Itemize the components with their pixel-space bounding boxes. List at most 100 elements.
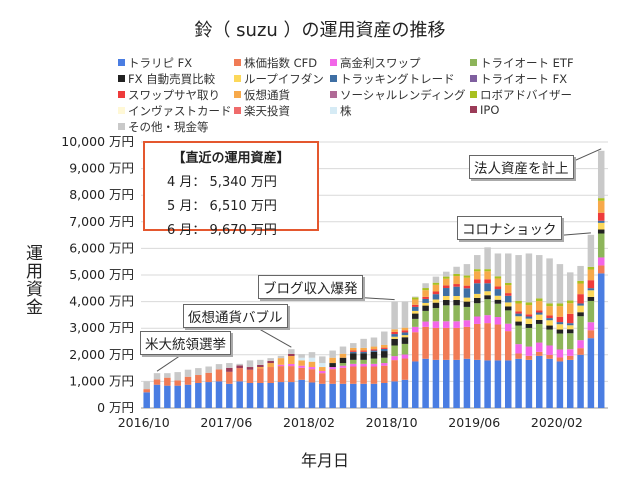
bar-segment [525, 346, 533, 356]
bar-segment [143, 389, 150, 393]
bar-segment [370, 358, 378, 364]
bar-segment [463, 297, 471, 302]
bar-segment [298, 360, 305, 366]
bar-segment [535, 298, 543, 302]
bar-segment [381, 344, 388, 348]
legend-label: スワップサヤ取り [128, 88, 220, 102]
bar-segment [463, 264, 471, 276]
bar-segment [494, 299, 502, 304]
bar-segment [381, 331, 388, 345]
legend-item: ループイフダン [234, 71, 324, 87]
bar-segment [515, 311, 522, 314]
bar-segment [422, 305, 429, 311]
bar-segment [556, 322, 564, 325]
bar-segment [474, 271, 481, 280]
callout-crypto-bubble: 仮想通貨バブル [183, 304, 288, 328]
bar-segment [319, 363, 326, 368]
bar-segment [494, 360, 502, 408]
bar-segment [453, 266, 460, 274]
legend-swatch [470, 106, 477, 113]
legend-swatch [234, 91, 241, 98]
bar-segment [246, 369, 254, 383]
bar-segment [525, 355, 533, 360]
callout-corona-shock: コロナショック [457, 216, 562, 240]
bar-segment [505, 253, 512, 283]
bar-segment [391, 331, 398, 335]
bar-segment [443, 276, 450, 279]
bar-segment [494, 324, 502, 361]
bar-segment [546, 303, 553, 307]
bar-segment [474, 323, 481, 360]
legend-item: トラッキングトレード [330, 71, 455, 87]
bar-segment [535, 319, 543, 324]
bar-segment [587, 234, 595, 267]
legend-swatch [118, 123, 125, 130]
bar-segment [597, 198, 605, 201]
bar-segment [546, 258, 553, 304]
bar-segment [339, 383, 347, 408]
bar-segment [360, 347, 367, 351]
y-tick-label: 6,000 万円 [69, 240, 134, 255]
bar-segment [308, 357, 316, 362]
bar-segment [566, 313, 574, 324]
bar-segment [577, 294, 584, 304]
recent-assets-april: 4 月： 5,340 万円 [167, 175, 277, 190]
bar-segment [205, 382, 212, 408]
bar-segment [577, 303, 584, 306]
legend-item: インヴァストカード [118, 103, 232, 119]
bar-segment [257, 382, 264, 408]
bar-segment [319, 367, 326, 372]
bar-segment [453, 284, 460, 287]
bar-segment [443, 300, 450, 306]
bar-segment [143, 392, 150, 408]
legend-swatch [470, 75, 477, 82]
bar-segment [339, 353, 347, 358]
bar-segment [515, 255, 522, 301]
bar-segment [329, 369, 336, 384]
bar-segment [174, 385, 181, 408]
bar-segment [505, 282, 512, 286]
y-tick-label: 9,000 万円 [69, 161, 134, 176]
bar-segment [422, 290, 429, 297]
bar-segment [164, 385, 171, 408]
bar-segment [597, 222, 605, 230]
bar-segment [453, 286, 460, 297]
bar-segment [381, 382, 388, 408]
legend-item: トラリピ FX [118, 55, 192, 71]
x-tick-label: 2020/02 [531, 415, 583, 430]
x-tick-label: 2016/10 [118, 415, 170, 430]
bar-segment [494, 286, 502, 290]
bar-segment [288, 363, 295, 367]
bar-segment [484, 279, 491, 284]
bar-segment [350, 366, 357, 384]
bar-segment [484, 269, 491, 272]
bar-segment [484, 271, 491, 280]
bar-segment [412, 306, 419, 311]
legend-swatch [330, 107, 337, 114]
bar-segment [525, 359, 533, 408]
bar-segment [463, 277, 471, 286]
recent-assets-may: 5 月： 6,510 万円 [167, 199, 277, 214]
bar-segment [370, 363, 378, 367]
bar-segment [257, 359, 264, 365]
bar-segment [422, 321, 429, 327]
bar-segment [288, 355, 295, 364]
chart-title: 鈴（ suzu ）の運用資産の推移 [194, 20, 446, 41]
recent-assets-heading: 【直近の運用資産】 [172, 151, 290, 166]
bar-segment [339, 363, 347, 366]
bar-segment [195, 375, 202, 383]
bar-segment [546, 325, 553, 330]
bar-segment [370, 349, 378, 351]
legend-label: トラッキングトレード [340, 72, 455, 86]
bar-segment [453, 305, 460, 322]
bar-segment [474, 255, 481, 270]
bar-segment [443, 278, 450, 286]
bar-segment [515, 303, 522, 312]
bar-segment [505, 295, 512, 303]
bar-segment [277, 366, 285, 383]
bar-segment [443, 305, 450, 322]
legend-swatch [234, 59, 241, 66]
bar-segment [597, 220, 605, 223]
y-tick-label: 3,000 万円 [69, 320, 134, 335]
bar-segment [381, 365, 388, 383]
